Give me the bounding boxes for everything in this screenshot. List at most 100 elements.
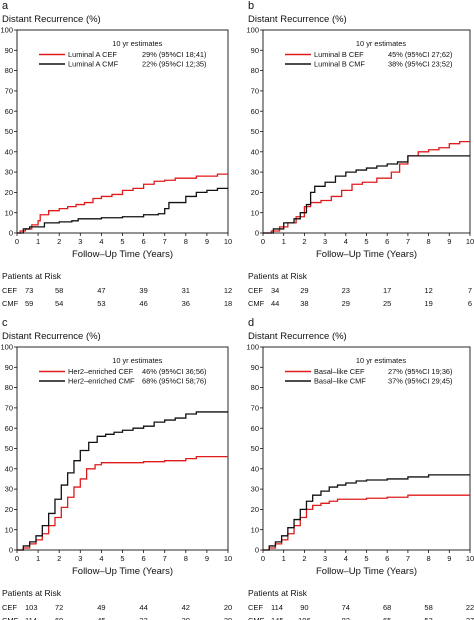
y-tick-label: 20 xyxy=(251,505,259,514)
x-tick-label: 9 xyxy=(205,554,209,563)
y-tick-label: 10 xyxy=(251,525,259,534)
x-tick-label: 8 xyxy=(184,237,188,246)
x-tick-label: 2 xyxy=(57,237,61,246)
y-tick-label: 30 xyxy=(251,168,259,177)
y-tick-label: 50 xyxy=(5,127,13,136)
x-tick-label: 1 xyxy=(282,554,286,563)
series-line-cmf xyxy=(263,474,470,551)
x-tick-label: 7 xyxy=(406,237,410,246)
legend-series-name: Her2–enriched CEF xyxy=(68,367,134,376)
series-line-cef xyxy=(17,173,228,234)
y-tick-label: 60 xyxy=(251,107,259,116)
risk-value: 29 xyxy=(342,299,350,308)
risk-value: 25 xyxy=(383,299,391,308)
risk-value: 73 xyxy=(25,286,33,295)
y-tick-label: 50 xyxy=(5,444,13,453)
legend-estimate: 37% (95%CI 29;45) xyxy=(388,377,453,386)
y-tick-label: 50 xyxy=(251,444,259,453)
risk-value: 20 xyxy=(224,603,232,612)
risk-value: 38 xyxy=(300,299,308,308)
y-tick-label: 100 xyxy=(0,343,13,352)
y-tick-label: 40 xyxy=(5,464,13,473)
risk-row-label: CEF xyxy=(248,603,263,612)
risk-value: 74 xyxy=(342,603,350,612)
legend-series-name: Luminal B CEF xyxy=(314,50,364,59)
x-tick-label: 10 xyxy=(466,237,474,246)
panel-letter: a xyxy=(2,0,9,12)
legend-title: 10 yr estimates xyxy=(356,39,406,48)
risk-value: 18 xyxy=(224,299,232,308)
x-tick-label: 5 xyxy=(364,237,368,246)
x-tick-label: 9 xyxy=(447,554,451,563)
panel-letter: d xyxy=(248,317,254,329)
legend-series-name: Her2–enriched CMF xyxy=(68,377,135,386)
y-tick-label: 100 xyxy=(246,26,259,35)
x-axis-title: Follow–Up Time (Years) xyxy=(316,249,417,260)
legend-series-name: Luminal A CEF xyxy=(68,50,117,59)
y-tick-label: 100 xyxy=(246,343,259,352)
risk-value: 22 xyxy=(466,603,474,612)
y-tick-label: 20 xyxy=(251,188,259,197)
risk-table-header: Patients at Risk xyxy=(2,588,62,598)
y-tick-label: 90 xyxy=(5,363,13,372)
y-tick-label: 0 xyxy=(255,546,259,555)
y-tick-label: 80 xyxy=(5,66,13,75)
risk-value: 114 xyxy=(25,616,37,620)
legend-estimate: 29% (95%CI 18;41) xyxy=(142,50,207,59)
y-tick-label: 60 xyxy=(251,424,259,433)
risk-value: 49 xyxy=(97,603,105,612)
y-tick-label: 80 xyxy=(5,383,13,392)
risk-value: 59 xyxy=(25,299,33,308)
x-tick-label: 7 xyxy=(163,554,167,563)
risk-value: 7 xyxy=(468,286,472,295)
series-line-cef xyxy=(263,494,470,551)
y-tick-label: 40 xyxy=(251,464,259,473)
risk-value: 19 xyxy=(424,299,432,308)
y-tick-label: 0 xyxy=(255,229,259,238)
series-line-cmf xyxy=(17,187,228,234)
legend-series-name: Basal–like CEF xyxy=(314,367,365,376)
y-tick-label: 10 xyxy=(5,525,13,534)
x-axis-title: Follow–Up Time (Years) xyxy=(72,249,173,260)
y-axis-title: Distant Recurrence (%) xyxy=(248,14,347,25)
risk-value: 46 xyxy=(139,299,147,308)
x-tick-label: 7 xyxy=(406,554,410,563)
legend-series-name: Luminal B CMF xyxy=(314,60,365,69)
x-axis-title: Follow–Up Time (Years) xyxy=(72,566,173,577)
risk-value: 53 xyxy=(424,616,432,620)
x-tick-label: 3 xyxy=(78,237,82,246)
risk-value: 69 xyxy=(55,616,63,620)
y-tick-label: 90 xyxy=(251,363,259,372)
risk-value: 145 xyxy=(271,616,284,620)
risk-value: 36 xyxy=(182,299,190,308)
legend-series-name: Basal–like CMF xyxy=(314,377,366,386)
x-tick-label: 1 xyxy=(282,237,286,246)
x-tick-label: 6 xyxy=(142,554,146,563)
risk-value: 58 xyxy=(424,603,432,612)
legend-estimate: 22% (95%CI 12;35) xyxy=(142,60,207,69)
risk-value: 39 xyxy=(139,286,147,295)
x-tick-label: 1 xyxy=(36,554,40,563)
y-tick-label: 10 xyxy=(251,208,259,217)
risk-row-label: CEF xyxy=(2,286,17,295)
series-line-cmf xyxy=(263,155,470,234)
x-tick-label: 5 xyxy=(120,237,124,246)
risk-value: 82 xyxy=(342,616,350,620)
y-tick-label: 30 xyxy=(5,485,13,494)
y-tick-label: 0 xyxy=(9,546,13,555)
legend-title: 10 yr estimates xyxy=(112,39,162,48)
y-tick-label: 30 xyxy=(5,168,13,177)
risk-value: 103 xyxy=(25,603,38,612)
x-tick-label: 8 xyxy=(427,237,431,246)
panel-letter: c xyxy=(2,317,8,329)
y-tick-label: 40 xyxy=(251,147,259,156)
y-tick-label: 100 xyxy=(0,26,13,35)
legend-title: 10 yr estimates xyxy=(112,356,162,365)
risk-value: 17 xyxy=(383,286,391,295)
x-tick-label: 5 xyxy=(120,554,124,563)
risk-value: 12 xyxy=(424,286,432,295)
risk-row-label: CEF xyxy=(248,286,263,295)
